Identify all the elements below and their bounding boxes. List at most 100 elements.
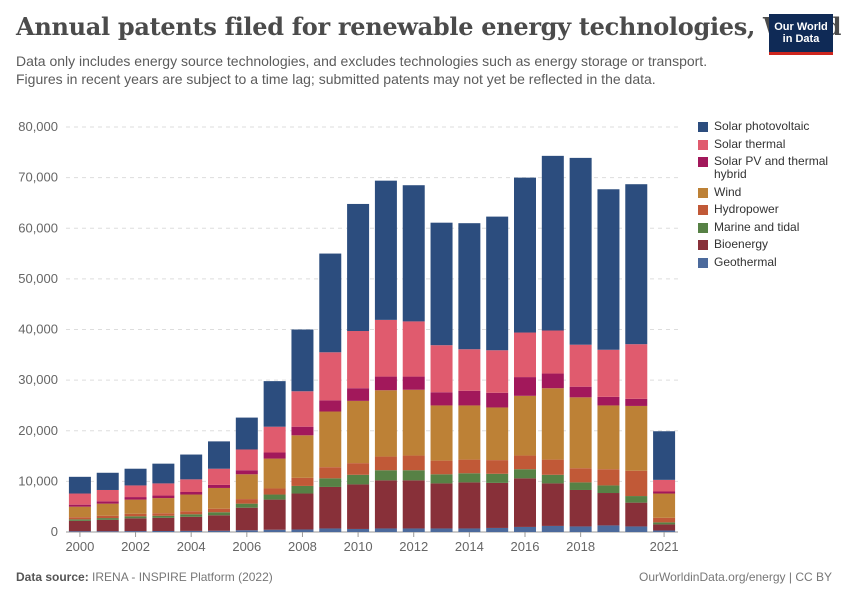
bar-stack-2021[interactable] bbox=[653, 431, 676, 532]
bar-segment[interactable] bbox=[541, 373, 564, 389]
bar-segment[interactable] bbox=[402, 376, 425, 390]
bar-segment[interactable] bbox=[319, 411, 342, 468]
bar-stack-2013[interactable] bbox=[430, 222, 453, 532]
bar-segment[interactable] bbox=[486, 407, 509, 461]
bar-segment[interactable] bbox=[208, 530, 230, 532]
bar-segment[interactable] bbox=[180, 479, 203, 493]
bar-segment[interactable] bbox=[402, 455, 425, 471]
bar-segment[interactable] bbox=[180, 514, 203, 517]
bar-stack-2016[interactable] bbox=[514, 177, 536, 532]
bar-segment[interactable] bbox=[235, 499, 258, 504]
bar-segment[interactable] bbox=[458, 473, 481, 483]
bar-segment[interactable] bbox=[486, 482, 509, 528]
legend-item[interactable]: Solar thermal bbox=[698, 137, 848, 151]
bar-segment[interactable] bbox=[625, 526, 648, 532]
bar-segment[interactable] bbox=[291, 426, 314, 436]
legend-item[interactable]: Hydropower bbox=[698, 203, 848, 216]
bar-stack-2008[interactable] bbox=[291, 329, 314, 533]
bar-segment[interactable] bbox=[625, 502, 648, 527]
source-text[interactable]: IRENA - INSPIRE Platform (2022) bbox=[92, 570, 273, 584]
bar-segment[interactable] bbox=[597, 525, 620, 532]
bar-segment[interactable] bbox=[486, 527, 509, 532]
bar-stack-2005[interactable] bbox=[208, 441, 230, 532]
bar-segment[interactable] bbox=[625, 398, 648, 406]
bar-segment[interactable] bbox=[625, 405, 648, 471]
bar-segment[interactable] bbox=[208, 512, 230, 516]
bar-segment[interactable] bbox=[263, 452, 286, 459]
bar-segment[interactable] bbox=[569, 482, 592, 490]
owid-logo[interactable]: Our World in Data bbox=[769, 14, 833, 55]
bar-segment[interactable] bbox=[152, 515, 175, 518]
bar-segment[interactable] bbox=[291, 485, 314, 494]
bar-segment[interactable] bbox=[235, 503, 258, 508]
bar-stack-2020[interactable] bbox=[625, 184, 648, 532]
bar-segment[interactable] bbox=[263, 529, 286, 532]
bar-segment[interactable] bbox=[402, 185, 425, 322]
bar-segment[interactable] bbox=[569, 526, 592, 532]
bar-segment[interactable] bbox=[486, 350, 509, 393]
bar-segment[interactable] bbox=[347, 463, 370, 475]
bar-segment[interactable] bbox=[96, 531, 119, 532]
bar-stack-2001[interactable] bbox=[96, 472, 119, 532]
bar-segment[interactable] bbox=[514, 478, 536, 527]
legend-item[interactable]: Marine and tidal bbox=[698, 220, 848, 234]
bar-stack-2004[interactable] bbox=[180, 454, 203, 532]
bar-segment[interactable] bbox=[569, 489, 592, 527]
bar-segment[interactable] bbox=[430, 222, 453, 346]
bar-segment[interactable] bbox=[514, 395, 536, 456]
bar-segment[interactable] bbox=[597, 469, 620, 486]
bar-stack-2015[interactable] bbox=[486, 216, 509, 532]
bar-segment[interactable] bbox=[374, 480, 397, 529]
bar-segment[interactable] bbox=[430, 483, 453, 529]
bar-segment[interactable] bbox=[541, 483, 564, 526]
bar-stack-2018[interactable] bbox=[569, 157, 592, 532]
bar-segment[interactable] bbox=[152, 530, 175, 532]
bar-segment[interactable] bbox=[486, 392, 509, 408]
bar-segment[interactable] bbox=[597, 349, 620, 397]
bar-segment[interactable] bbox=[124, 485, 147, 498]
bar-stack-2017[interactable] bbox=[541, 155, 564, 532]
bar-segment[interactable] bbox=[458, 482, 481, 529]
bar-stack-2019[interactable] bbox=[597, 189, 620, 532]
bar-segment[interactable] bbox=[263, 499, 286, 530]
bar-segment[interactable] bbox=[458, 390, 481, 406]
bar-segment[interactable] bbox=[347, 528, 370, 532]
bar-segment[interactable] bbox=[458, 459, 481, 474]
bar-segment[interactable] bbox=[458, 223, 481, 350]
bar-segment[interactable] bbox=[458, 349, 481, 391]
bar-segment[interactable] bbox=[653, 524, 676, 531]
bar-segment[interactable] bbox=[374, 470, 397, 481]
bar-stack-2007[interactable] bbox=[263, 381, 286, 532]
bar-segment[interactable] bbox=[458, 405, 481, 460]
bar-segment[interactable] bbox=[235, 530, 258, 532]
bar-segment[interactable] bbox=[402, 321, 425, 377]
bar-segment[interactable] bbox=[430, 528, 453, 532]
bar-segment[interactable] bbox=[68, 520, 91, 532]
bar-segment[interactable] bbox=[569, 344, 592, 387]
bar-segment[interactable] bbox=[68, 506, 91, 518]
bar-segment[interactable] bbox=[291, 493, 314, 530]
bar-segment[interactable] bbox=[180, 454, 203, 480]
bar-stack-2002[interactable] bbox=[124, 468, 147, 532]
bar-segment[interactable] bbox=[514, 177, 536, 333]
bar-segment[interactable] bbox=[96, 519, 119, 532]
bar-segment[interactable] bbox=[124, 468, 147, 486]
bar-segment[interactable] bbox=[208, 484, 230, 488]
bar-stack-2000[interactable] bbox=[68, 476, 91, 532]
bar-segment[interactable] bbox=[597, 396, 620, 406]
bar-segment[interactable] bbox=[291, 529, 314, 532]
bar-segment[interactable] bbox=[319, 528, 342, 532]
bar-segment[interactable] bbox=[68, 493, 91, 505]
bar-segment[interactable] bbox=[430, 405, 453, 461]
bar-segment[interactable] bbox=[152, 498, 175, 514]
bar-segment[interactable] bbox=[541, 388, 564, 460]
bar-segment[interactable] bbox=[625, 470, 648, 497]
bar-segment[interactable] bbox=[653, 479, 676, 492]
bar-segment[interactable] bbox=[653, 522, 676, 525]
legend-item[interactable]: Bioenergy bbox=[698, 238, 848, 251]
bar-segment[interactable] bbox=[374, 319, 397, 377]
bar-segment[interactable] bbox=[235, 470, 258, 475]
bar-segment[interactable] bbox=[180, 494, 203, 512]
bar-segment[interactable] bbox=[514, 469, 536, 479]
bar-segment[interactable] bbox=[263, 458, 286, 489]
